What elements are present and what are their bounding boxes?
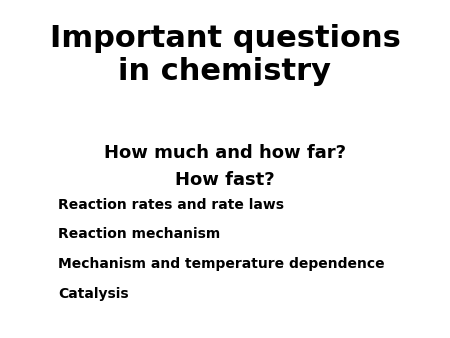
Text: Mechanism and temperature dependence: Mechanism and temperature dependence — [58, 257, 385, 271]
Text: Reaction mechanism: Reaction mechanism — [58, 227, 221, 241]
Text: Important questions
in chemistry: Important questions in chemistry — [50, 24, 400, 86]
Text: How much and how far?: How much and how far? — [104, 144, 346, 162]
Text: Reaction rates and rate laws: Reaction rates and rate laws — [58, 198, 284, 212]
Text: How fast?: How fast? — [175, 171, 275, 189]
Text: Catalysis: Catalysis — [58, 287, 129, 301]
